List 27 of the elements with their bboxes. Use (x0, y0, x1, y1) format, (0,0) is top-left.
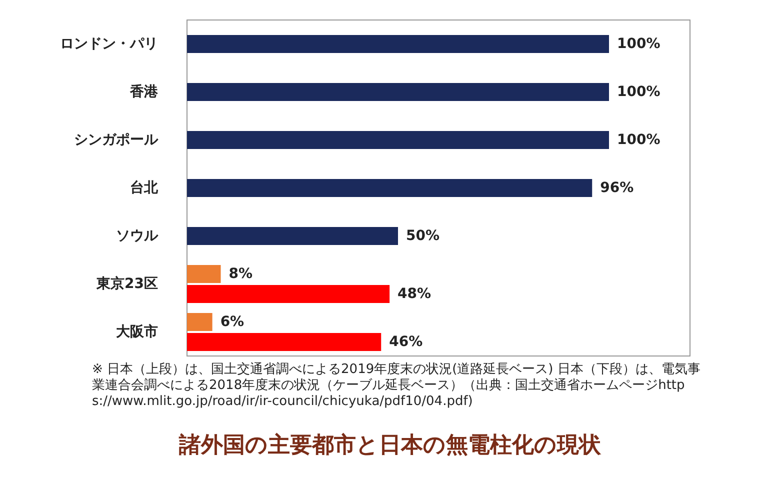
bar (187, 333, 382, 351)
bar (187, 227, 398, 245)
data-label: 8% (228, 266, 253, 282)
data-label: 50% (406, 228, 440, 244)
y-tick-label: シンガポール (74, 132, 159, 148)
data-label: 6% (220, 314, 244, 330)
data-label: 96% (600, 180, 634, 196)
bar (187, 179, 592, 197)
bar (187, 83, 609, 101)
bar (187, 265, 221, 283)
y-tick-label: 大阪市 (116, 323, 158, 340)
y-tick-label: 東京23区 (96, 275, 158, 292)
y-tick-label: ロンドン・パリ (60, 36, 158, 52)
bar (187, 313, 212, 331)
data-label: 46% (389, 334, 423, 350)
bar (187, 131, 609, 149)
bar (187, 35, 609, 53)
y-tick-label: 香港 (129, 84, 159, 100)
data-label: 100% (617, 84, 660, 100)
text: ※ 日本（上段）は、国土交通省調べによる2019年度末の状況(道路延長ベース) 日本（下段）は、電気事業連合会調べによる2018年度末の状況（ケーブル延長ベース）（出典：国土交通省ホームページhttps://www.mlit.go.jp/road/ir/ir-council/chicyuka/pdf10/04.pdf) (92, 362, 702, 410)
data-label: 48% (398, 286, 432, 302)
data-label: 100% (617, 36, 660, 52)
data-label: 100% (617, 132, 660, 148)
y-tick-label: 台北 (130, 180, 159, 196)
y-tick-label: ソウル (116, 228, 159, 244)
text: 諸外国の主要都市と日本の無電柱化の現状 (178, 432, 602, 458)
bar (187, 285, 390, 303)
